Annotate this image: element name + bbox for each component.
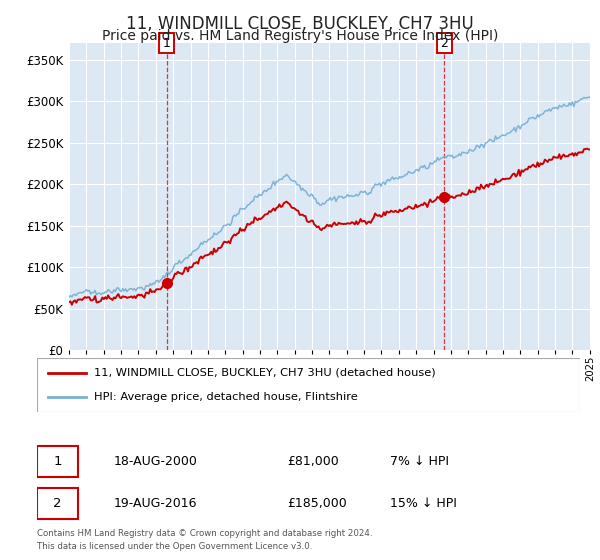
- Text: 7% ↓ HPI: 7% ↓ HPI: [390, 455, 449, 468]
- Text: 1: 1: [163, 36, 170, 50]
- Text: 18-AUG-2000: 18-AUG-2000: [113, 455, 197, 468]
- FancyBboxPatch shape: [37, 488, 78, 519]
- Text: 11, WINDMILL CLOSE, BUCKLEY, CH7 3HU (detached house): 11, WINDMILL CLOSE, BUCKLEY, CH7 3HU (de…: [94, 368, 436, 378]
- Text: 2: 2: [440, 36, 448, 50]
- Text: Price paid vs. HM Land Registry's House Price Index (HPI): Price paid vs. HM Land Registry's House …: [102, 29, 498, 43]
- Text: £185,000: £185,000: [287, 497, 347, 510]
- Text: £81,000: £81,000: [287, 455, 339, 468]
- Text: 1: 1: [53, 455, 62, 468]
- Text: 11, WINDMILL CLOSE, BUCKLEY, CH7 3HU: 11, WINDMILL CLOSE, BUCKLEY, CH7 3HU: [126, 15, 474, 33]
- FancyBboxPatch shape: [37, 358, 580, 412]
- Text: Contains HM Land Registry data © Crown copyright and database right 2024.: Contains HM Land Registry data © Crown c…: [37, 529, 373, 538]
- Text: 15% ↓ HPI: 15% ↓ HPI: [390, 497, 457, 510]
- Text: HPI: Average price, detached house, Flintshire: HPI: Average price, detached house, Flin…: [94, 392, 358, 402]
- Text: 2: 2: [53, 497, 62, 510]
- FancyBboxPatch shape: [37, 446, 78, 477]
- Text: This data is licensed under the Open Government Licence v3.0.: This data is licensed under the Open Gov…: [37, 542, 313, 550]
- Text: 19-AUG-2016: 19-AUG-2016: [113, 497, 197, 510]
